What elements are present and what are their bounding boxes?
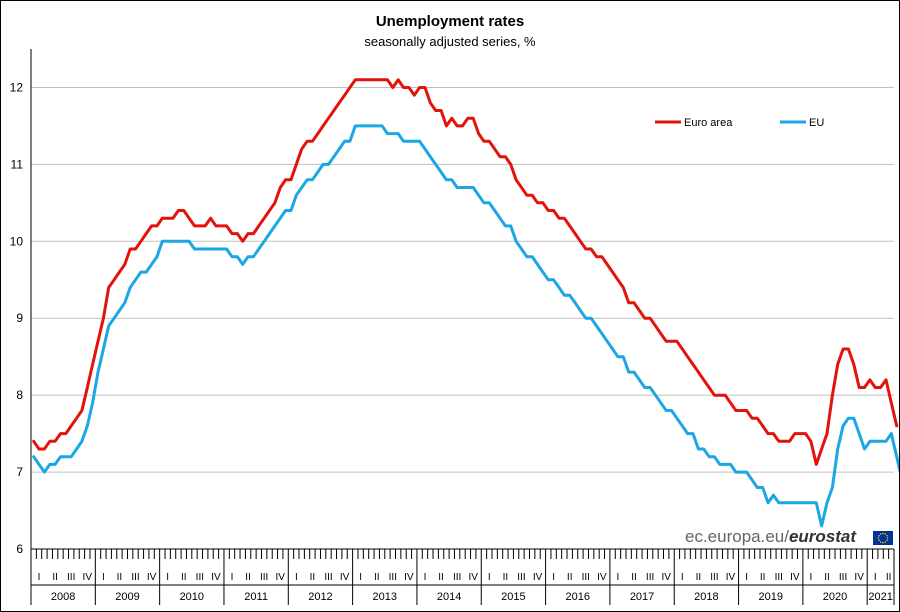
quarter-label: IV [147, 572, 157, 583]
quarter-label: III [389, 572, 397, 583]
quarter-label: I [424, 572, 427, 583]
year-label: 2010 [180, 591, 204, 603]
y-tick-label: 12 [10, 80, 24, 94]
quarter-label: II [181, 572, 187, 583]
source-credit: ec.europa.eu/eurostat [685, 527, 856, 547]
quarter-label: II [52, 572, 58, 583]
axes [30, 49, 895, 605]
y-tick-label: 8 [16, 388, 23, 402]
quarter-label: II [631, 572, 637, 583]
quarter-label: I [359, 572, 362, 583]
quarter-label: I [166, 572, 169, 583]
year-label: 2016 [566, 591, 590, 603]
legend-label: EU [809, 117, 824, 129]
quarter-label: I [617, 572, 620, 583]
quarter-label: III [453, 572, 461, 583]
year-label: 2013 [373, 591, 397, 603]
legend: Euro area EU [655, 117, 824, 129]
y-tick-label: 10 [10, 234, 24, 248]
quarter-label: III [710, 572, 718, 583]
gridlines [31, 86, 894, 473]
quarter-label: II [503, 572, 509, 583]
quarter-label: IV [533, 572, 543, 583]
quarter-label: IV [726, 572, 736, 583]
quarter-label: II [696, 572, 702, 583]
quarter-label: IV [468, 572, 478, 583]
quarter-label: I [38, 572, 41, 583]
quarter-label: III [67, 572, 75, 583]
year-label: 2019 [758, 591, 782, 603]
quarter-label: I [810, 572, 813, 583]
quarter-label: III [260, 572, 268, 583]
y-tick-label: 6 [16, 542, 23, 556]
quarter-label: III [324, 572, 332, 583]
quarter-label: III [646, 572, 654, 583]
credit-domain: ec.europa.eu/ [685, 527, 789, 546]
year-label: 2011 [244, 591, 268, 603]
quarter-label: III [131, 572, 139, 583]
chart-subtitle: seasonally adjusted series, % [364, 34, 536, 49]
quarter-label: IV [340, 572, 350, 583]
y-axis-tick-labels: 6 7 8 9 10 11 12 [10, 80, 24, 556]
credit-brand: eurostat [788, 527, 857, 546]
quarter-label: II [824, 572, 830, 583]
series-line-eu [32, 124, 899, 528]
series-line-euro-area [32, 78, 899, 466]
quarter-label: II [438, 572, 444, 583]
year-label: 2021 [868, 591, 892, 603]
quarter-label: IV [854, 572, 864, 583]
quarter-label: IV [276, 572, 286, 583]
quarter-label: III [196, 572, 204, 583]
quarter-label: I [102, 572, 105, 583]
quarter-label: III [775, 572, 783, 583]
quarter-label: I [231, 572, 234, 583]
year-label: 2012 [308, 591, 332, 603]
quarter-label: III [517, 572, 525, 583]
quarter-label: II [567, 572, 573, 583]
year-label: 2008 [51, 591, 75, 603]
y-tick-label: 11 [11, 157, 24, 171]
quarter-label: II [310, 572, 316, 583]
quarter-label: II [886, 572, 892, 583]
year-label: 2014 [437, 591, 461, 603]
quarter-label: I [874, 572, 877, 583]
y-tick-label: 7 [16, 465, 23, 479]
y-tick-label: 9 [16, 311, 23, 325]
year-label: 2015 [501, 591, 525, 603]
quarter-label: IV [661, 572, 671, 583]
quarter-label: III [582, 572, 590, 583]
quarter-label: IV [597, 572, 607, 583]
quarter-label: I [745, 572, 748, 583]
quarter-label: II [117, 572, 123, 583]
quarter-label: II [374, 572, 380, 583]
quarter-label: IV [83, 572, 93, 583]
year-label: 2017 [630, 591, 654, 603]
year-label: 2009 [115, 591, 139, 603]
legend-label: Euro area [684, 117, 733, 129]
quarter-label: I [295, 572, 298, 583]
quarter-label: I [552, 572, 555, 583]
eu-flag-icon [873, 531, 893, 545]
quarter-label: II [760, 572, 766, 583]
quarter-label: IV [404, 572, 414, 583]
year-label: 2020 [823, 591, 847, 603]
quarter-label: IV [211, 572, 221, 583]
series-lines [32, 78, 899, 528]
quarter-label: I [488, 572, 491, 583]
quarter-label: IV [790, 572, 800, 583]
quarter-label: I [681, 572, 684, 583]
quarter-label: III [839, 572, 847, 583]
year-label: 2018 [694, 591, 718, 603]
chart-title: Unemployment rates [375, 13, 525, 30]
quarter-label: II [245, 572, 251, 583]
